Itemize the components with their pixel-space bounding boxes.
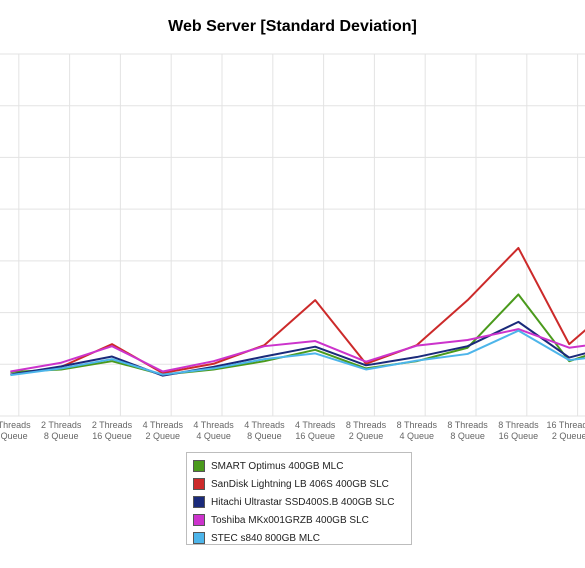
- x-tick-label: 2 Threads 16 Queue: [92, 420, 133, 441]
- x-tick-label: 8 Threads 2 Queue: [346, 420, 387, 441]
- legend-swatch: [193, 478, 205, 490]
- legend-label: SanDisk Lightning LB 406S 400GB SLC: [211, 478, 389, 490]
- series-line-4: [10, 328, 585, 373]
- legend-label: SMART Optimus 400GB MLC: [211, 460, 344, 472]
- legend-label: Toshiba MKx001GRZB 400GB SLC: [211, 514, 369, 526]
- series-line-1: [10, 293, 585, 376]
- legend-item[interactable]: STEC s840 800GB MLC: [193, 529, 405, 547]
- series-layer: [10, 246, 585, 377]
- legend-label: STEC s840 800GB MLC: [211, 532, 320, 544]
- x-tick-label: 8 Threads 16 Queue: [498, 420, 539, 441]
- chart-title: Web Server [Standard Deviation]: [168, 18, 417, 35]
- legend-item[interactable]: SMART Optimus 400GB MLC: [193, 457, 405, 475]
- x-tick-label: 8 Threads 8 Queue: [447, 420, 488, 441]
- x-tick-label: 4 Threads 16 Queue: [295, 420, 336, 441]
- x-tick-label: 2 Threads 8 Queue: [41, 420, 82, 441]
- legend: SMART Optimus 400GB MLC SanDisk Lightning…: [186, 452, 412, 545]
- legend-swatch: [193, 532, 205, 544]
- series-line-2: [10, 246, 585, 376]
- series-line-3: [10, 320, 585, 377]
- x-tick-label: 4 Threads 4 Queue: [193, 420, 234, 441]
- legend-swatch: [193, 496, 205, 508]
- grid-layer: [0, 53, 585, 417]
- legend-label: Hitachi Ultrastar SSD400S.B 400GB SLC: [211, 496, 395, 508]
- legend-item[interactable]: Hitachi Ultrastar SSD400S.B 400GB SLC: [193, 493, 405, 511]
- legend-swatch: [193, 514, 205, 526]
- x-tick-label: 4 Threads 2 Queue: [143, 420, 184, 441]
- series-line-5: [10, 329, 585, 377]
- x-tick-label: 4 Threads 8 Queue: [244, 420, 285, 441]
- x-tick-label: 8 Threads 4 Queue: [397, 420, 438, 441]
- legend-item[interactable]: Toshiba MKx001GRZB 400GB SLC: [193, 511, 405, 529]
- legend-item[interactable]: SanDisk Lightning LB 406S 400GB SLC: [193, 475, 405, 493]
- legend-swatch: [193, 460, 205, 472]
